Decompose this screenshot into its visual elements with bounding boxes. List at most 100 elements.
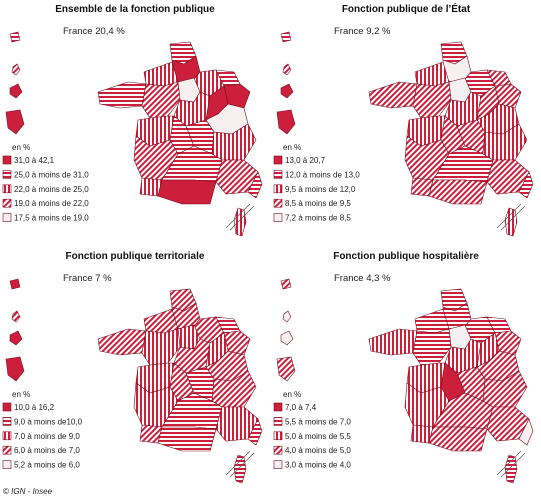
region-7 — [141, 81, 181, 119]
region-6 — [368, 328, 418, 356]
legend-swatch — [273, 198, 283, 208]
legend-label: 8,5 à moins de 9,5 — [285, 199, 351, 208]
legend-swatch — [2, 417, 12, 426]
legend-label: 19,0 à moins de 22,0 — [14, 199, 89, 208]
legend-swatch — [273, 213, 283, 222]
legend-swatch — [2, 402, 12, 412]
legend-label: 7,0 à moins de 9,0 — [14, 432, 80, 441]
map-panel-etat: Fonction publique de l’État France 9,2 % e… — [273, 2, 534, 237]
legend-unit: en % — [12, 390, 30, 399]
legend: en % 13,0 à 20,7 12,0 à moins de 13,0 9,5 à… — [273, 143, 360, 223]
france-value: France 20,4 % — [63, 26, 125, 37]
legend-label: 17,5 à moins de 19,0 — [14, 214, 89, 223]
region-7 — [412, 328, 452, 366]
legend-unit: en % — [12, 143, 30, 152]
mainland-map — [97, 288, 263, 452]
region-5 — [143, 308, 179, 334]
region-7 — [141, 328, 181, 366]
region-5 — [414, 308, 450, 334]
legend-label: 31,0 à 42,1 — [14, 156, 55, 165]
legend-unit: en % — [283, 390, 301, 399]
legend-label: 5,5 à moins de 7,0 — [285, 417, 351, 426]
legend-label: 9,0 à moins de10,0 — [14, 417, 83, 426]
source-credit: © IGN - Insee — [3, 487, 53, 496]
region-5 — [414, 61, 450, 87]
overseas-2 — [280, 83, 294, 99]
legend-swatch — [273, 417, 283, 426]
mainland-map — [368, 288, 534, 452]
legend-label: 13,0 à 20,7 — [285, 156, 326, 165]
overseas-2 — [9, 83, 23, 99]
region-6 — [97, 81, 147, 109]
region-6 — [97, 328, 147, 356]
overseas-0 — [9, 278, 21, 290]
legend-swatch — [2, 155, 12, 165]
overseas-0 — [280, 31, 292, 43]
legend-swatch — [273, 431, 283, 441]
legend-swatch — [273, 155, 283, 165]
panel-title: Fonction publique de l’État — [342, 2, 471, 15]
region-6 — [368, 81, 418, 109]
legend: en % 31,0 à 42,1 25,0 à moins de 31,0 22,0 … — [2, 143, 89, 223]
legend-unit: en % — [283, 143, 301, 152]
legend-label: 7,2 à moins de 8,5 — [285, 214, 351, 223]
overseas-1 — [11, 310, 21, 323]
overseas-1 — [282, 63, 292, 76]
legend-swatch — [2, 198, 12, 208]
legend-label: 5,2 à moins de 6,0 — [14, 461, 80, 470]
legend-swatch — [2, 445, 12, 455]
map-panel-territoriale: Fonction publique territoriale France 7 %… — [2, 251, 263, 484]
legend-swatch — [2, 460, 12, 469]
legend-swatch — [2, 213, 12, 222]
overseas-1 — [11, 63, 21, 76]
overseas-3 — [276, 109, 296, 135]
legend: en % 7,0 à 7,4 5,5 à moins de 7,0 5,0 à moi… — [273, 390, 351, 470]
legend-swatch — [273, 445, 283, 455]
legend-swatch — [273, 402, 283, 412]
region-19 — [428, 179, 488, 205]
france-value: France 9,2 % — [334, 26, 391, 37]
legend-label: 4,0 à moins de 5,0 — [285, 446, 351, 455]
region-21 — [518, 171, 534, 199]
legend-swatch — [2, 184, 12, 194]
panel-title: Ensemble de la fonction publique — [55, 4, 215, 15]
mainland-map — [97, 41, 263, 205]
legend-label: 7,0 à 7,4 — [285, 403, 317, 412]
overseas-3 — [276, 356, 296, 382]
mainland-map — [368, 41, 534, 205]
overseas-1 — [282, 310, 292, 323]
region-19 — [428, 426, 488, 452]
legend-label: 5,0 à moins de 5,5 — [285, 432, 351, 441]
region-21 — [247, 171, 263, 199]
overseas-2 — [9, 330, 23, 346]
corsica — [504, 454, 518, 484]
map-panel-hospitaliere: Fonction publique hospitalière France 4,3… — [273, 251, 534, 484]
legend-label: 10,0 à 16,2 — [14, 403, 55, 412]
legend-swatch — [273, 184, 283, 194]
corsica — [233, 207, 247, 237]
region-19 — [157, 426, 217, 452]
corsica — [233, 454, 247, 484]
region-7 — [412, 81, 452, 119]
legend-swatch — [273, 460, 283, 469]
overseas-0 — [9, 31, 21, 43]
region-19 — [157, 179, 217, 205]
legend-label: 3,0 à moins de 4,0 — [285, 461, 351, 470]
panel-title: Fonction publique territoriale — [66, 251, 205, 262]
france-value: France 4,3 % — [334, 273, 391, 284]
legend-swatch — [273, 170, 283, 179]
legend-label: 12,0 à moins de 13,0 — [285, 170, 360, 179]
legend-label: 6,0 à moins de 7,0 — [14, 446, 80, 455]
region-5 — [143, 61, 179, 87]
legend-label: 25,0 à moins de 31,0 — [14, 170, 89, 179]
overseas-0 — [280, 278, 292, 290]
legend-label: 9,5 à moins de 12,0 — [285, 185, 356, 194]
region-21 — [518, 418, 534, 446]
legend-label: 22,0 à moins de 25,0 — [14, 185, 89, 194]
region-21 — [247, 418, 263, 446]
legend: en % 10,0 à 16,2 9,0 à moins de10,0 7,0 à m… — [2, 390, 83, 470]
overseas-3 — [5, 109, 25, 135]
corsica — [504, 207, 518, 237]
overseas-2 — [280, 330, 294, 346]
